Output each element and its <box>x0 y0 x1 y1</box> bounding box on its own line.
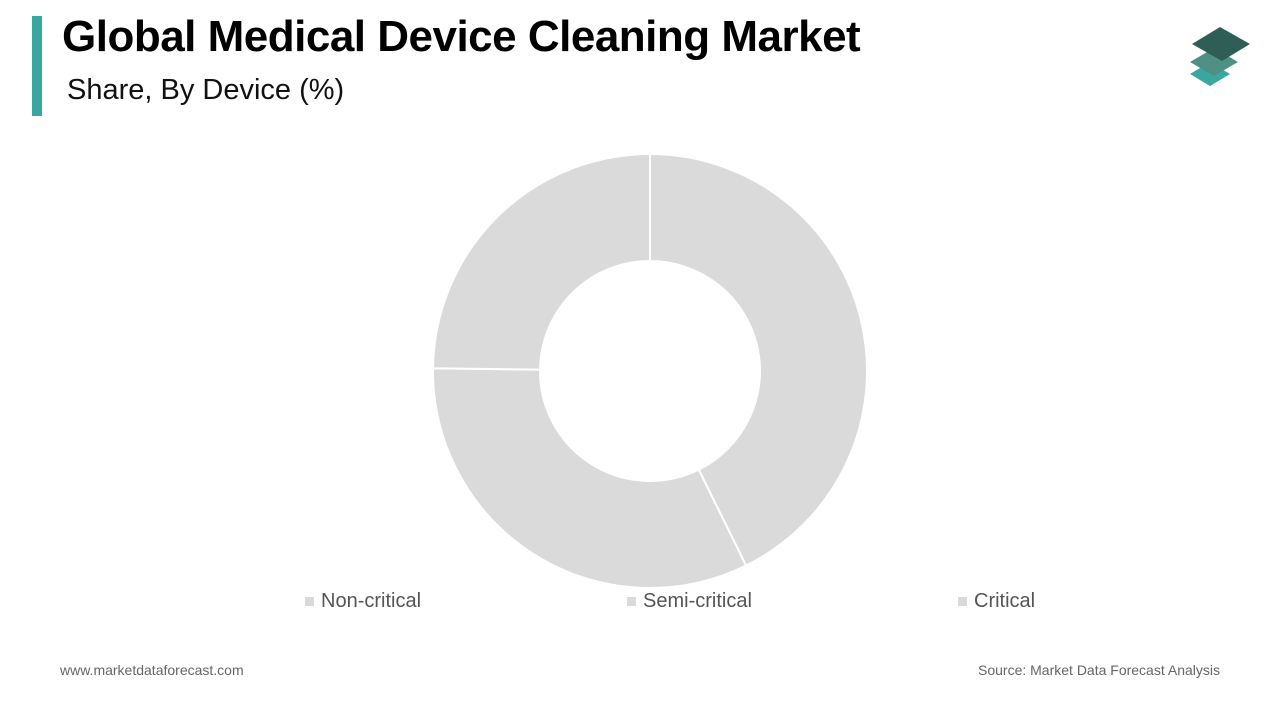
legend-label-critical: Critical <box>974 589 1036 612</box>
legend-item-critical: Critical <box>958 589 1035 613</box>
slice-semi-critical <box>432 367 748 589</box>
stacked-layers-icon <box>1190 27 1250 86</box>
legend-item-semi-critical: Semi-critical <box>627 589 752 613</box>
page-title: Global Medical Device Cleaning Market <box>62 12 861 61</box>
logo-layer-top <box>1192 27 1250 61</box>
legend-swatch-critical <box>958 596 967 606</box>
page-subtitle: Share, By Device (%) <box>67 74 345 106</box>
legend-item-non-critical: Non-critical <box>305 589 421 613</box>
website-link[interactable]: www.marketdataforecast.com <box>60 662 244 678</box>
slice-non-critical <box>649 152 868 567</box>
donut-slices <box>432 152 868 589</box>
legend-swatch-semi-critical <box>627 596 636 606</box>
source-note: Source: Market Data Forecast Analysis <box>978 662 1220 678</box>
title-accent-bar <box>32 16 42 116</box>
slice-critical <box>432 152 651 371</box>
legend-label-semi-critical: Semi-critical <box>643 589 752 612</box>
legend-label-non-critical: Non-critical <box>321 589 422 612</box>
legend-swatch-non-critical <box>305 596 314 606</box>
